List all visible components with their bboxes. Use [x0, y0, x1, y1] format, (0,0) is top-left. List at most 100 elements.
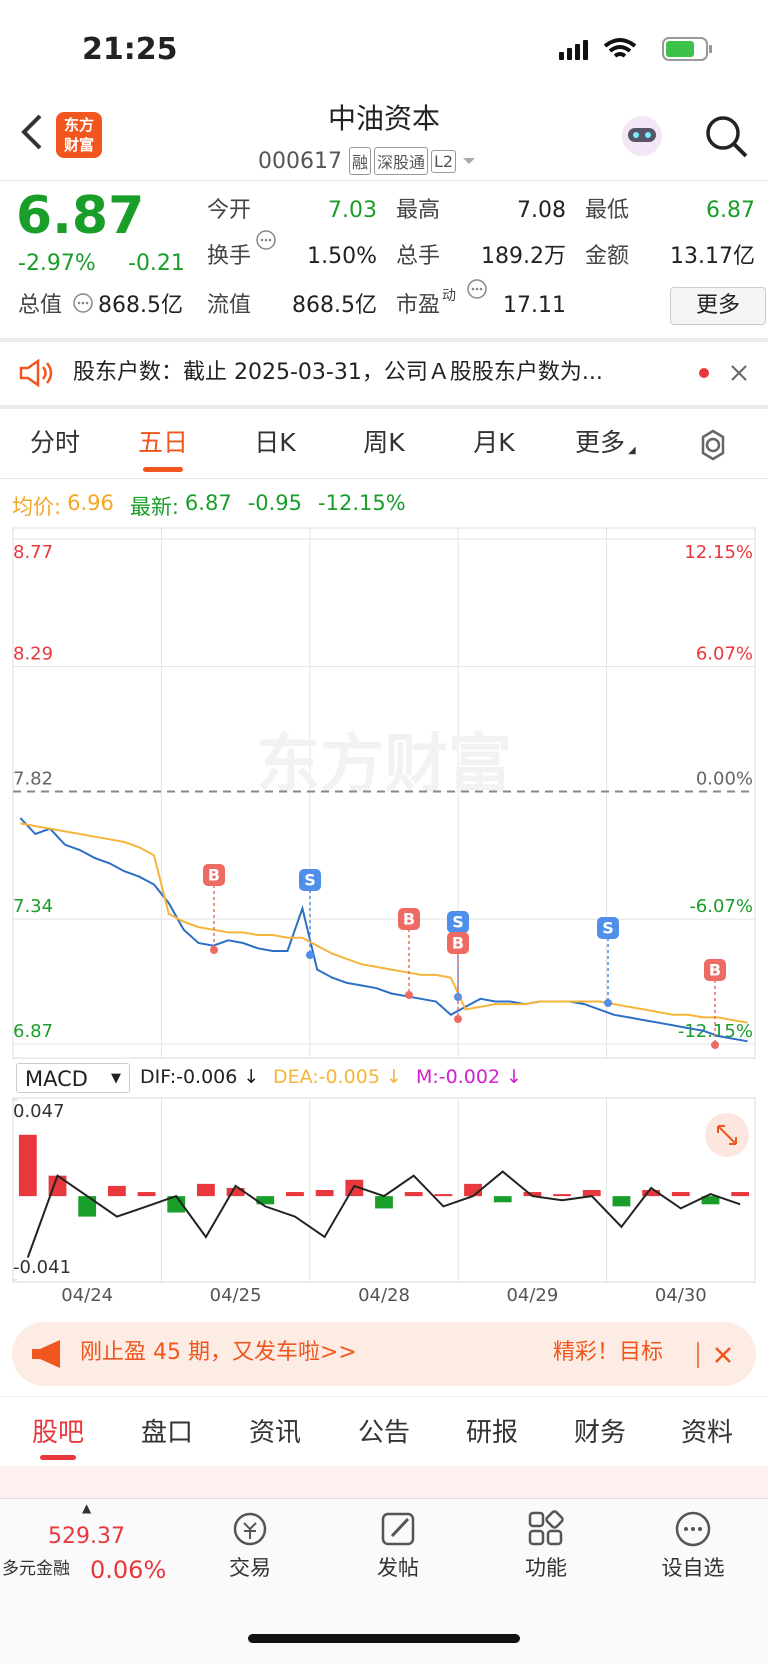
- back-button[interactable]: [18, 112, 48, 152]
- divider: [0, 180, 768, 181]
- app-logo: 东方 财富: [56, 112, 102, 158]
- active-tab-underline: [143, 467, 183, 472]
- macd-bar: [256, 1196, 275, 1205]
- chart-tab[interactable]: 五日: [137, 428, 188, 457]
- y-tick-label: 7.82: [13, 769, 53, 790]
- expand-button[interactable]: [704, 1112, 750, 1158]
- notice-close[interactable]: [696, 362, 756, 384]
- chart-tab[interactable]: 周K: [363, 428, 405, 457]
- indicator-select[interactable]: MACD ▼: [16, 1063, 130, 1093]
- info-icon[interactable]: [466, 278, 488, 300]
- tag: L2: [431, 149, 457, 173]
- nav-label[interactable]: 交易: [229, 1556, 271, 1580]
- field-label: 最低: [585, 198, 630, 223]
- nav-icon[interactable]: [526, 1509, 566, 1549]
- field-label: 金额: [585, 244, 630, 269]
- stock-name: 中油资本: [327, 102, 440, 135]
- search-button[interactable]: [702, 112, 750, 160]
- field-value: 7.08: [517, 198, 566, 223]
- trade-label: S: [304, 871, 316, 890]
- banner-close[interactable]: [696, 1340, 746, 1370]
- code-row: 000617 融 深股通 L2: [258, 147, 479, 175]
- macd-bar: [404, 1192, 423, 1197]
- macd-bar: [701, 1196, 720, 1205]
- status-icons: [559, 37, 712, 61]
- macd-bar: [493, 1196, 512, 1203]
- x-tick-label: 04/30: [655, 1285, 707, 1306]
- macd-bar: [315, 1190, 334, 1197]
- field-label: 换手: [207, 244, 252, 269]
- index-value[interactable]: 529.37: [48, 1524, 125, 1549]
- y-tick-label: 6.87: [13, 1021, 53, 1042]
- nav-label[interactable]: 设自选: [661, 1556, 725, 1580]
- speaker-icon: [19, 358, 53, 388]
- trade-point: [405, 991, 413, 999]
- trade-label: B: [709, 961, 721, 980]
- chart-tab[interactable]: 月K: [473, 428, 515, 457]
- active-tab-underline: [40, 1455, 76, 1460]
- trade-point: [210, 946, 218, 954]
- field-label: 今开: [207, 198, 252, 223]
- x-tick-label: 04/24: [61, 1285, 113, 1306]
- more-button[interactable]: 更多: [670, 287, 766, 325]
- trade-label: B: [452, 934, 464, 953]
- nav-icon[interactable]: [230, 1509, 270, 1549]
- info-tab[interactable]: 盘口: [140, 1418, 193, 1448]
- field-value: 1.50%: [307, 244, 377, 269]
- chart-tab[interactable]: 分时: [29, 428, 80, 457]
- info-tab[interactable]: 财务: [573, 1418, 626, 1448]
- nav-label[interactable]: 发帖: [377, 1556, 419, 1580]
- macd-bar: [434, 1194, 453, 1197]
- nav-icon[interactable]: [378, 1509, 418, 1549]
- info-tab[interactable]: 资讯: [248, 1418, 301, 1448]
- notice-text[interactable]: 股东户数：截止 2025-03-31，公司Ａ股股东户数为...: [73, 360, 603, 385]
- dropdown-arrow[interactable]: [459, 154, 479, 168]
- trade-point: [306, 951, 314, 959]
- index-pct[interactable]: 0.06%: [90, 1556, 167, 1584]
- x-tick-label: 04/25: [210, 1285, 262, 1306]
- trade-badge: [447, 932, 469, 954]
- macd-bar: [375, 1196, 393, 1209]
- macd-bar: [197, 1183, 215, 1197]
- chart-tab[interactable]: 日K: [254, 428, 296, 457]
- field-label: 流值: [207, 293, 252, 318]
- info-icon[interactable]: [255, 229, 277, 251]
- avatar[interactable]: [616, 112, 668, 160]
- info-tab[interactable]: 公告: [357, 1418, 410, 1448]
- macd-bar: [167, 1196, 186, 1213]
- macd-bar: [107, 1185, 126, 1197]
- chart-tab[interactable]: 更多: [574, 428, 625, 457]
- trade-label: S: [452, 913, 464, 932]
- nav-label[interactable]: 功能: [525, 1556, 567, 1580]
- macd-bar: [612, 1196, 631, 1207]
- banner[interactable]: [12, 1322, 756, 1386]
- divider: [0, 338, 768, 342]
- macd-bar: [78, 1196, 97, 1217]
- logo-text: 财富: [63, 136, 94, 154]
- trade-label: B: [208, 866, 220, 885]
- last-value: 6.87: [184, 491, 232, 515]
- info-tab[interactable]: 资料: [680, 1418, 733, 1448]
- info-icon[interactable]: [72, 292, 94, 314]
- divider: [0, 405, 768, 409]
- y-tick-label: -0.041: [13, 1257, 71, 1278]
- macd-bar: [642, 1190, 661, 1197]
- info-tab[interactable]: 研报: [465, 1418, 518, 1448]
- macd-bar: [48, 1175, 67, 1197]
- divider: [0, 1396, 768, 1397]
- nav-icon[interactable]: [673, 1509, 713, 1549]
- change: -0.21: [128, 251, 185, 276]
- macd-bar: [226, 1187, 245, 1197]
- megaphone-icon: [32, 1340, 60, 1368]
- y-tick-label: 7.34: [13, 896, 53, 917]
- home-indicator: [248, 1634, 520, 1643]
- index-name[interactable]: 多元金融: [2, 1559, 70, 1579]
- banner-right: 精彩！目标: [553, 1340, 664, 1365]
- divider: [0, 478, 768, 479]
- indicator-name: MACD: [25, 1067, 88, 1091]
- info-tab[interactable]: 股吧: [31, 1418, 84, 1448]
- price-line: [19, 817, 748, 1043]
- field-value: 6.87: [706, 198, 755, 223]
- settings-button[interactable]: [696, 428, 730, 462]
